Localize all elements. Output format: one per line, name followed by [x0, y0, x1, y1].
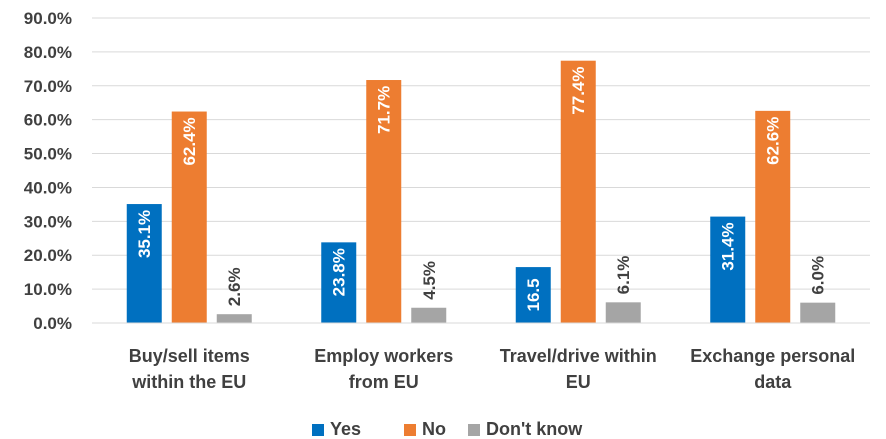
bars: 35.1% 62.4% 2.6% 23.8% 71.7% 4.5% 16.5 77.4% 6.1…	[127, 61, 836, 323]
data-label: 6.0%	[809, 256, 828, 295]
data-label: 16.5	[524, 278, 543, 311]
y-tick-label: 0.0%	[33, 314, 72, 333]
data-label: 6.1%	[614, 256, 633, 295]
category-label: Buy/sell items	[129, 346, 250, 366]
category-label: from EU	[349, 372, 419, 392]
y-tick-label: 70.0%	[24, 77, 72, 96]
y-tick-label: 50.0%	[24, 145, 72, 164]
bar-don-t-know	[606, 302, 641, 323]
y-tick-label: 10.0%	[24, 280, 72, 299]
legend-label: Yes	[330, 419, 361, 439]
bar-don-t-know	[411, 308, 446, 323]
gridlines	[92, 18, 870, 323]
category-label: within the EU	[131, 372, 246, 392]
data-label: 4.5%	[420, 261, 439, 300]
x-axis: Buy/sell items within the EU Employ worker…	[92, 323, 870, 392]
data-label: 62.6%	[764, 117, 783, 165]
legend-label: Don't know	[486, 419, 583, 439]
y-tick-label: 20.0%	[24, 246, 72, 265]
category-label: data	[754, 372, 792, 392]
data-label: 35.1%	[135, 210, 154, 258]
bar-don-t-know	[800, 303, 835, 323]
data-label: 77.4%	[569, 66, 588, 114]
y-tick-label: 90.0%	[24, 9, 72, 28]
y-tick-label: 40.0%	[24, 178, 72, 197]
category-label: Travel/drive within	[500, 346, 657, 366]
category-label: EU	[566, 372, 591, 392]
data-label: 62.4%	[180, 117, 199, 165]
data-label: 71.7%	[375, 86, 394, 134]
y-tick-label: 60.0%	[24, 111, 72, 130]
y-tick-label: 80.0%	[24, 43, 72, 62]
data-label: 2.6%	[225, 267, 244, 306]
category-label: Employ workers	[314, 346, 453, 366]
bar-don-t-know	[217, 314, 252, 323]
data-label: 23.8%	[330, 248, 349, 296]
legend-swatch	[312, 424, 324, 436]
legend-swatch	[468, 424, 480, 436]
y-axis: 0.0% 10.0% 20.0% 30.0% 40.0% 50.0% 60.0% 70.0% 8…	[24, 9, 72, 333]
legend: Yes No Don't know	[312, 419, 583, 439]
legend-swatch	[404, 424, 416, 436]
data-label: 31.4%	[719, 222, 738, 270]
category-label: Exchange personal	[690, 346, 855, 366]
legend-label: No	[422, 419, 446, 439]
y-tick-label: 30.0%	[24, 212, 72, 231]
